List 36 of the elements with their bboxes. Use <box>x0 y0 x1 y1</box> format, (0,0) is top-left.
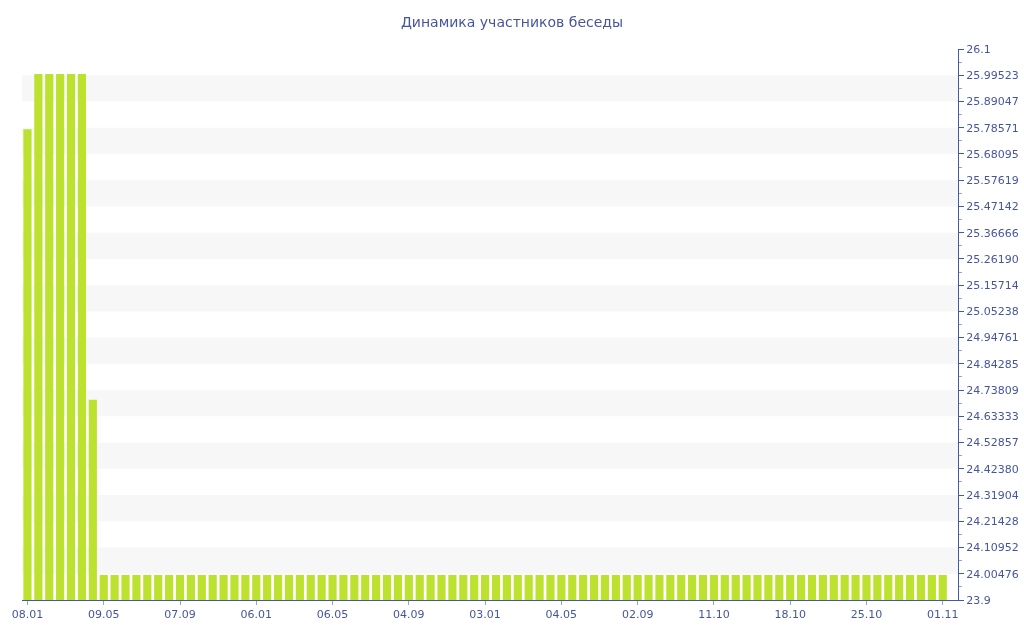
y-tick-label: 24.94761 <box>966 331 1019 345</box>
x-tick-label: 11.10 <box>698 608 730 622</box>
y-tick-label: 24.73809 <box>966 383 1019 397</box>
x-tick-label: 02.09 <box>621 608 654 622</box>
y-tick-label: 25.15714 <box>966 278 1019 292</box>
y-tick-label: 24.31904 <box>966 488 1019 502</box>
y-tick-label: 25.57619 <box>966 174 1019 188</box>
y-tick-label: 24.00476 <box>966 567 1019 581</box>
y-tick-label: 24.10952 <box>966 541 1019 555</box>
y-tick-label: 24.84285 <box>966 357 1019 371</box>
x-tick-label: 25.10 <box>850 608 883 622</box>
y-tick-label: 25.68095 <box>966 147 1019 161</box>
x-tick-label: 06.01 <box>240 608 273 622</box>
x-tick-label: 07.09 <box>164 608 196 622</box>
y-tick-label: 25.36666 <box>966 226 1019 240</box>
y-tick-label: 24.21428 <box>966 515 1019 529</box>
y-tick-label: 25.89047 <box>966 95 1019 109</box>
y-tick-label: 25.26190 <box>966 252 1019 266</box>
x-tick-label: 18.10 <box>774 608 806 622</box>
x-tick-label: 08.01 <box>11 608 44 622</box>
y-tick-label: 24.52857 <box>966 436 1019 450</box>
y-tick-label: 25.78571 <box>966 121 1019 135</box>
y-tick-label: 25.47142 <box>966 200 1019 214</box>
y-tick-label: 24.63333 <box>966 410 1019 424</box>
x-tick-label: 09.05 <box>87 608 120 622</box>
y-tick-label: 24.42380 <box>966 462 1019 476</box>
y-tick-label: 23.9 <box>966 593 991 607</box>
y-tick-label: 25.05238 <box>966 305 1019 319</box>
y-tick-label: 25.99523 <box>966 69 1019 83</box>
x-tick-label: 04.05 <box>545 608 578 622</box>
x-tick-label: 06.05 <box>316 608 349 622</box>
x-tick-label: 04.09 <box>393 608 425 622</box>
chart-title: Динамика участников беседы <box>400 13 624 30</box>
x-tick-label: 01.11 <box>927 608 959 622</box>
y-tick-label: 26.1 <box>966 42 991 56</box>
x-tick-label: 03.01 <box>469 608 501 622</box>
